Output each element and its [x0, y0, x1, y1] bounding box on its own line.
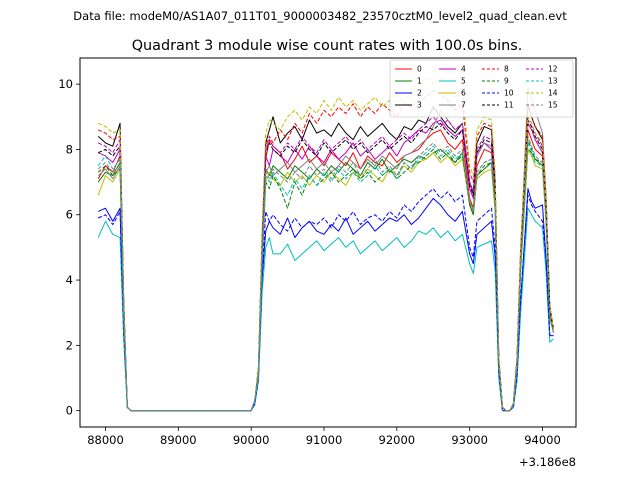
x-axis: 88000 89000 90000 91000 92000 93000 94000: [87, 427, 561, 447]
x-tick-label: 93000: [451, 433, 488, 447]
legend-label-1: 1: [417, 77, 422, 86]
legend-label-2: 2: [417, 89, 422, 98]
legend-label-13: 13: [548, 77, 558, 86]
x-tick-label: 92000: [379, 433, 416, 447]
y-tick-label: 10: [58, 77, 73, 91]
axes-frame: [79, 57, 577, 428]
x-axis-offset-label: +3.186e8: [519, 455, 576, 469]
legend-label-8: 8: [504, 65, 509, 74]
legend-label-7: 7: [461, 101, 466, 110]
x-tick-label: 91000: [306, 433, 343, 447]
legend-label-15: 15: [548, 101, 558, 110]
series-layer: [97, 77, 554, 412]
legend-label-0: 0: [417, 65, 422, 74]
legend-frame: [389, 59, 574, 118]
y-axis: 0 2 4 6 8 10: [58, 77, 80, 418]
series-line-15: [97, 135, 554, 412]
legend-label-14: 14: [548, 89, 558, 98]
legend-label-11: 11: [504, 101, 514, 110]
x-tick-label: 89000: [160, 433, 197, 447]
legend-label-6: 6: [461, 89, 466, 98]
x-tick-label: 88000: [87, 433, 124, 447]
x-tick-label: 90000: [233, 433, 270, 447]
legend-label-12: 12: [548, 65, 558, 74]
y-tick-label: 6: [66, 208, 73, 222]
legend-label-4: 4: [461, 65, 466, 74]
legend-label-5: 5: [461, 77, 466, 86]
figure-suptitle: Data file: modeM0/AS1A07_011T01_90000034…: [73, 9, 567, 23]
y-tick-label: 8: [66, 142, 73, 156]
legend-label-9: 9: [504, 77, 509, 86]
y-tick-label: 2: [66, 338, 73, 352]
legend-label-3: 3: [417, 101, 422, 110]
y-tick-label: 4: [66, 273, 73, 287]
legend-label-10: 10: [504, 89, 514, 98]
x-tick-label: 94000: [524, 433, 561, 447]
plot-area: [79, 57, 577, 428]
chart-title: Quadrant 3 module wise count rates with …: [132, 38, 523, 54]
y-tick-label: 0: [66, 404, 73, 418]
